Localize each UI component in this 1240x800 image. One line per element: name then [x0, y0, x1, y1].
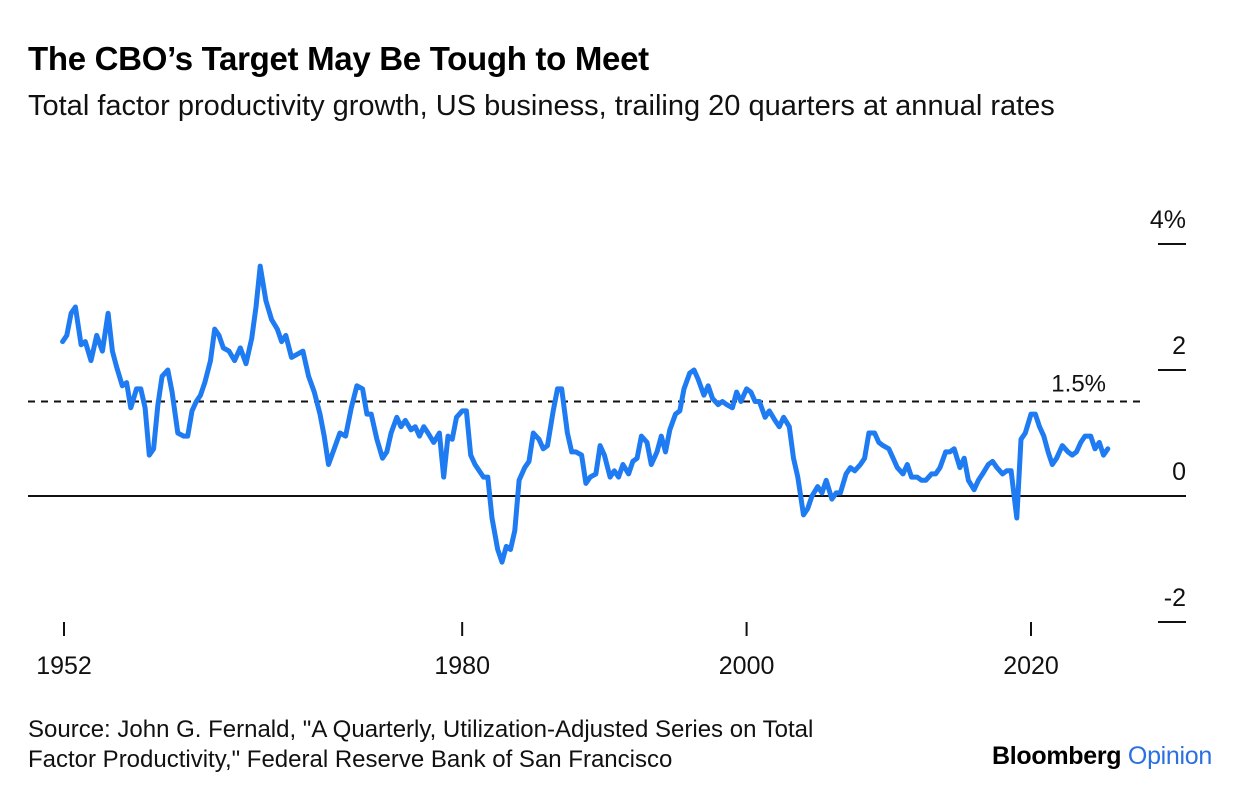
source-line-1: Source: John G. Fernald, "A Quarterly, U…: [28, 716, 814, 743]
source-line-2: Factor Productivity," Federal Reserve Ba…: [28, 746, 673, 773]
chart-title: The CBO’s Target May Be Tough to Meet: [28, 40, 649, 77]
x-tick-label: 1952: [36, 652, 92, 680]
brand-name: Bloomberg: [992, 742, 1122, 770]
series-line-0: [60, 263, 1111, 565]
y-tick-label: -2: [1164, 584, 1186, 612]
y-tick-label: 2: [1172, 332, 1186, 360]
x-tick-label: 2000: [719, 652, 775, 680]
source-note: Source: John G. Fernald, "A Quarterly, U…: [28, 715, 968, 775]
brand-logo: Bloomberg Opinion: [992, 742, 1212, 771]
y-tick-label: 0: [1172, 458, 1186, 486]
chart-subtitle: Total factor productivity growth, US bus…: [28, 90, 1055, 122]
reference-line-label: 1.5%: [1051, 371, 1106, 398]
x-tick-label: 1980: [434, 652, 490, 680]
brand-product: Opinion: [1127, 742, 1212, 770]
x-tick-label: 2020: [1003, 652, 1059, 680]
y-tick-label: 4%: [1150, 206, 1186, 234]
